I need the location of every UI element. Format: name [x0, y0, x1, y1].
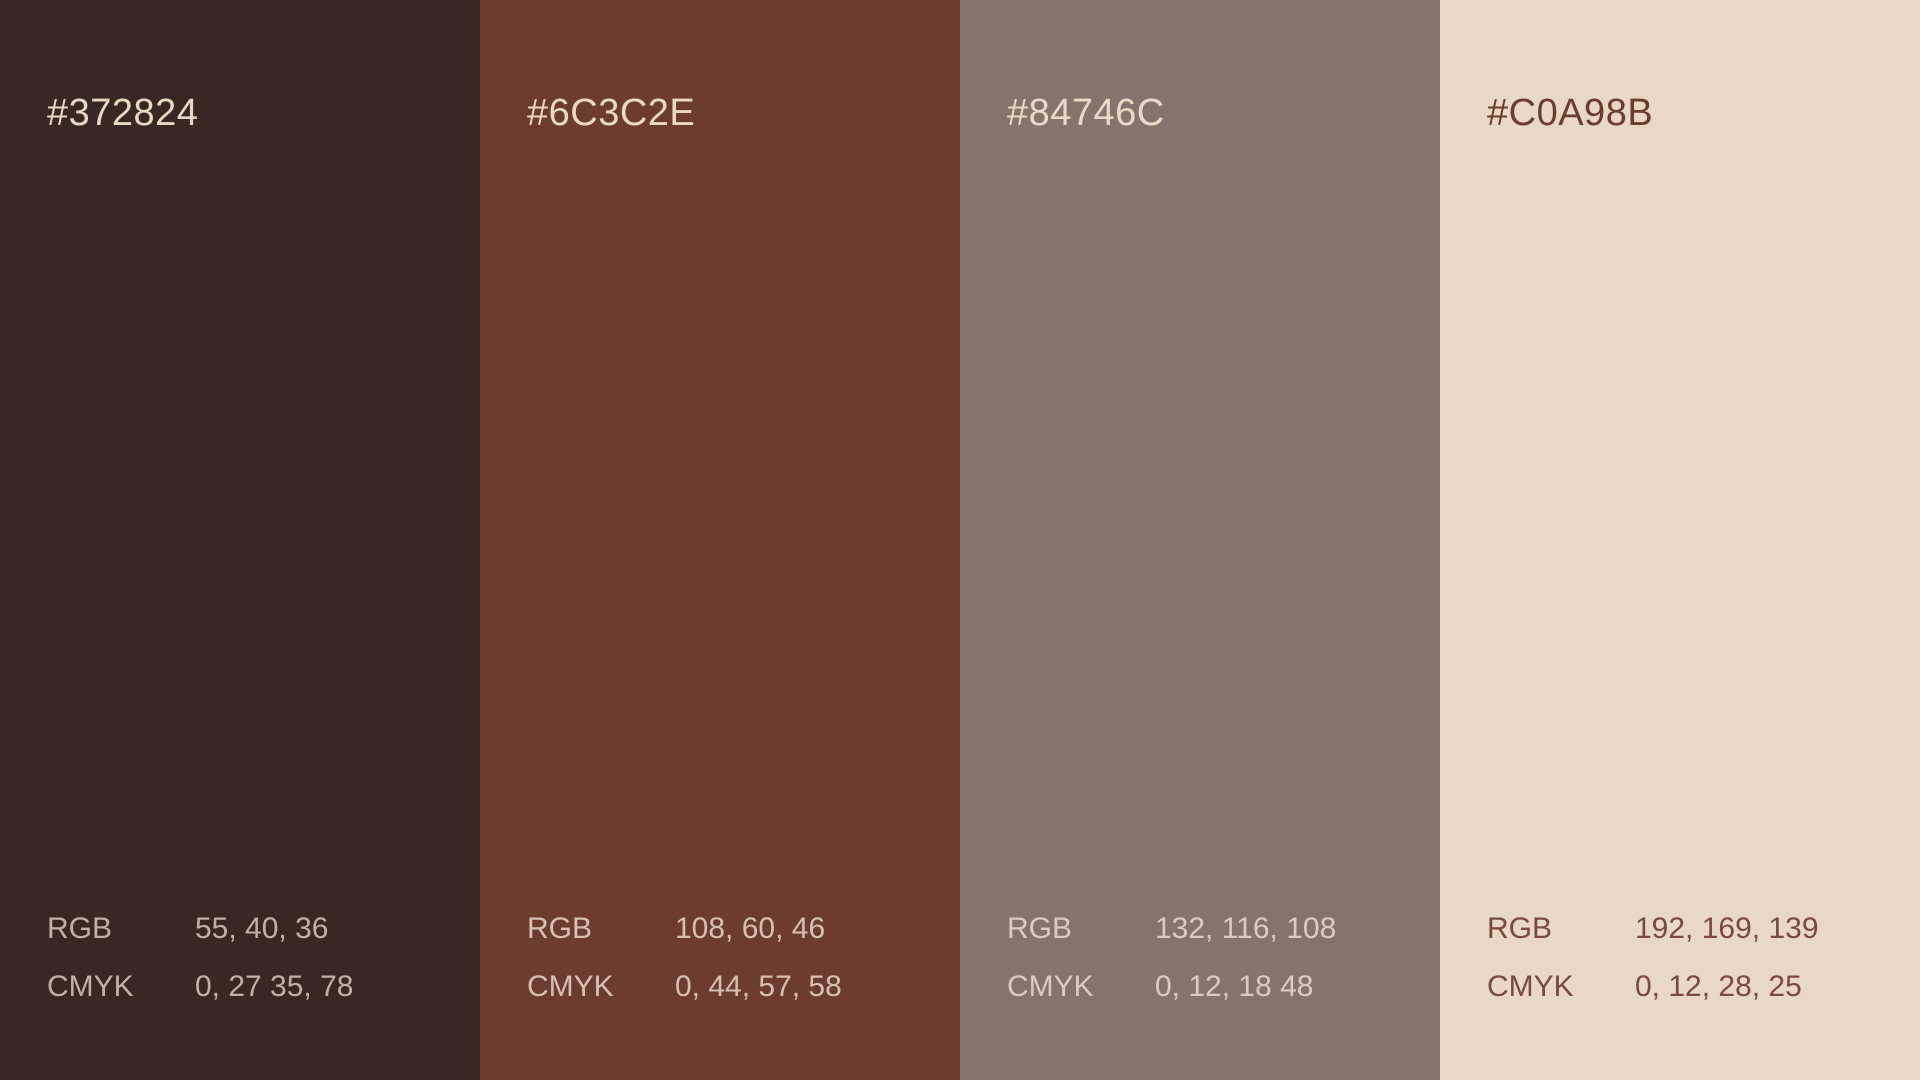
- rgb-label: RGB: [1487, 912, 1553, 945]
- rgb-label: RGB: [1007, 912, 1073, 945]
- cmyk-label: CMYK: [47, 970, 134, 1003]
- cmyk-row: CMYK 0, 44, 57, 58: [527, 958, 842, 1016]
- rgb-row: RGB 192, 169, 139: [1487, 900, 1819, 958]
- color-values: RGB 132, 116, 108 CMYK 0, 12, 18 48: [1007, 900, 1336, 1016]
- cmyk-value: 0, 12, 18 48: [1155, 970, 1314, 1003]
- cmyk-label: CMYK: [1487, 970, 1574, 1003]
- hex-label: #84746C: [1007, 92, 1165, 134]
- swatch-4: #C0A98B RGB 192, 169, 139 CMYK 0, 12, 28…: [1440, 0, 1920, 1080]
- swatch-2: #6C3C2E RGB 108, 60, 46 CMYK 0, 44, 57, …: [480, 0, 960, 1080]
- rgb-row: RGB 132, 116, 108: [1007, 900, 1336, 958]
- rgb-label: RGB: [527, 912, 593, 945]
- hex-label: #6C3C2E: [527, 92, 696, 134]
- cmyk-label: CMYK: [1007, 970, 1094, 1003]
- swatch-1: #372824 RGB 55, 40, 36 CMYK 0, 27 35, 78: [0, 0, 480, 1080]
- color-values: RGB 55, 40, 36 CMYK 0, 27 35, 78: [47, 900, 353, 1016]
- rgb-row: RGB 108, 60, 46: [527, 900, 842, 958]
- cmyk-row: CMYK 0, 12, 18 48: [1007, 958, 1336, 1016]
- cmyk-value: 0, 44, 57, 58: [675, 970, 842, 1003]
- cmyk-row: CMYK 0, 27 35, 78: [47, 958, 353, 1016]
- cmyk-label: CMYK: [527, 970, 614, 1003]
- rgb-value: 55, 40, 36: [195, 912, 329, 945]
- rgb-value: 108, 60, 46: [675, 912, 826, 945]
- rgb-label: RGB: [47, 912, 113, 945]
- hex-label: #372824: [47, 92, 199, 134]
- cmyk-row: CMYK 0, 12, 28, 25: [1487, 958, 1819, 1016]
- cmyk-value: 0, 27 35, 78: [195, 970, 354, 1003]
- hex-label: #C0A98B: [1487, 92, 1654, 134]
- rgb-value: 132, 116, 108: [1155, 912, 1337, 945]
- color-values: RGB 108, 60, 46 CMYK 0, 44, 57, 58: [527, 900, 842, 1016]
- swatch-3: #84746C RGB 132, 116, 108 CMYK 0, 12, 18…: [960, 0, 1440, 1080]
- cmyk-value: 0, 12, 28, 25: [1635, 970, 1802, 1003]
- rgb-row: RGB 55, 40, 36: [47, 900, 353, 958]
- rgb-value: 192, 169, 139: [1635, 912, 1819, 945]
- color-values: RGB 192, 169, 139 CMYK 0, 12, 28, 25: [1487, 900, 1819, 1016]
